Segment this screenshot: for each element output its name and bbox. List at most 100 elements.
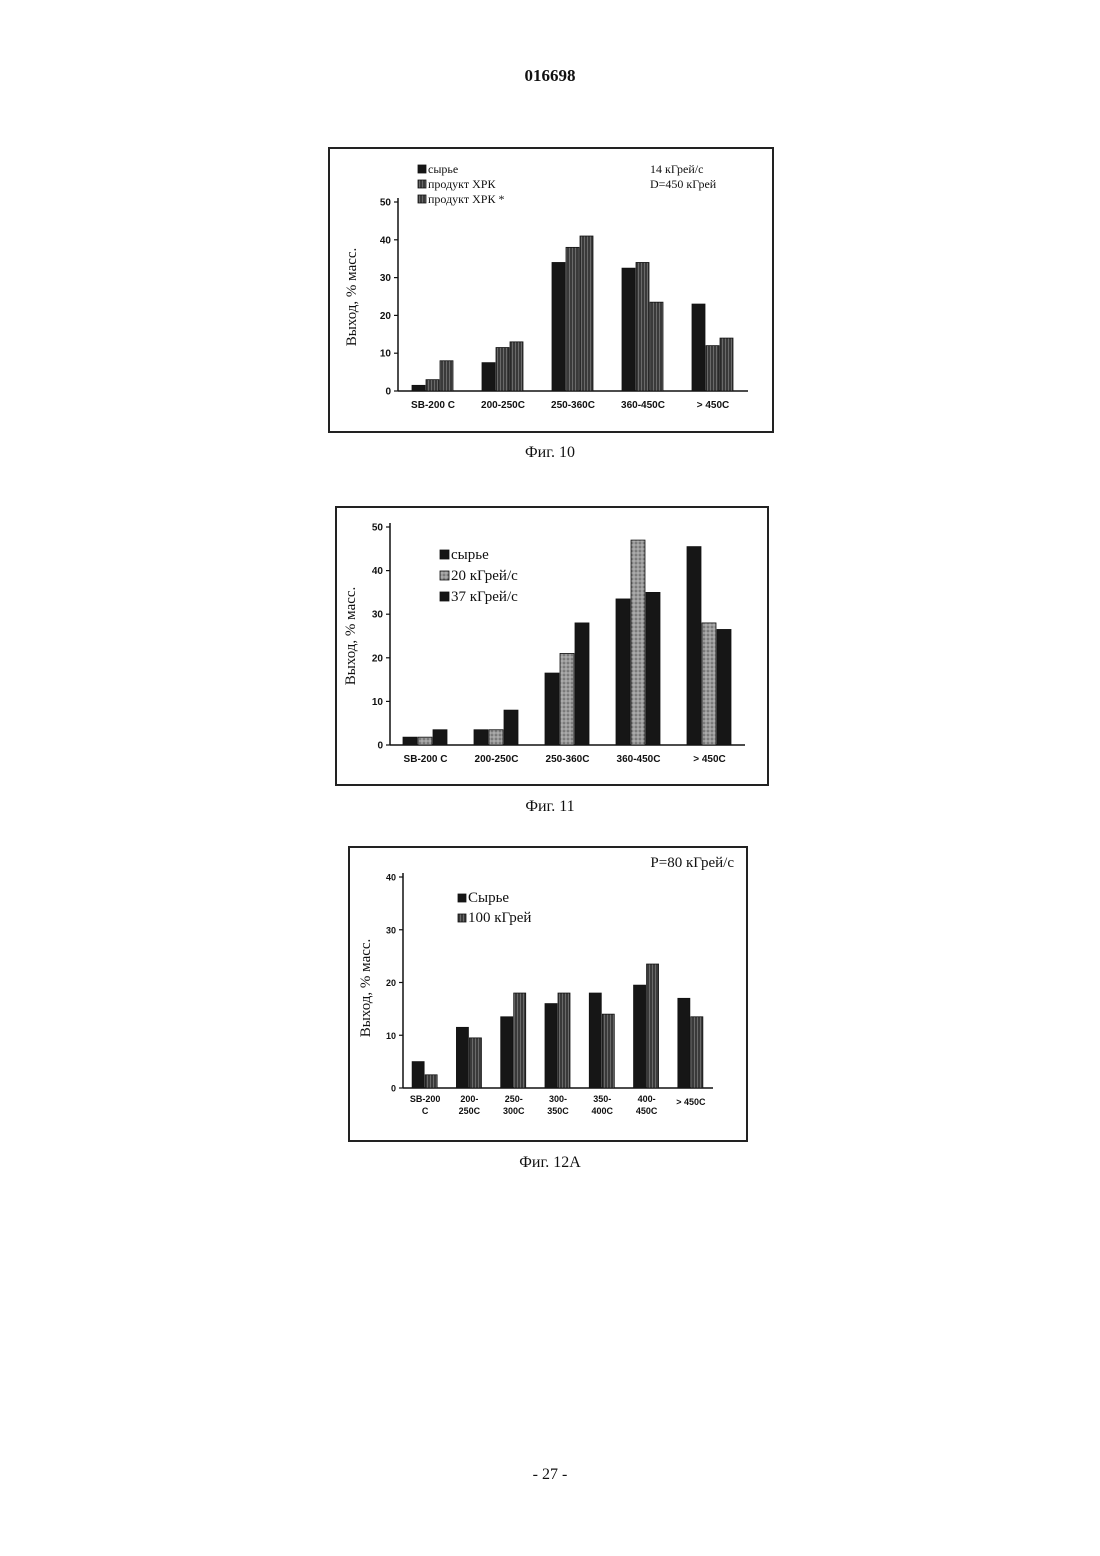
bar-fig10-s1-c0 [426, 380, 439, 391]
bar-fig10-s0-c4 [692, 304, 705, 391]
bar-fig12a-s0-c6 [678, 998, 690, 1088]
bar-fig11-s1-c3 [631, 540, 645, 745]
caption-fig12a: Фиг. 12A [0, 1154, 1100, 1172]
bar-fig11-s1-c0 [418, 737, 432, 745]
legend-label: продукт ХРК [428, 177, 496, 191]
document-number: 016698 [0, 66, 1100, 86]
bar-fig11-s1-c1 [489, 730, 503, 745]
y-tick-label: 40 [372, 566, 384, 577]
bar-fig11-s2-c4 [717, 629, 731, 745]
x-tick-label: > 450C [697, 400, 730, 411]
bar-fig10-s0-c1 [482, 363, 495, 391]
page-number: - 27 - [0, 1466, 1100, 1484]
legend-swatch [440, 592, 449, 601]
y-tick-label: 10 [386, 1031, 396, 1041]
chart-fig11: 01020304050Выход, % масс.SB-200 C200-250… [335, 506, 769, 786]
bar-fig10-s1-c2 [566, 247, 579, 391]
legend-label: 100 кГрей [468, 910, 531, 926]
legend-swatch [458, 894, 466, 902]
x-tick-label: > 450C [676, 1097, 706, 1107]
bar-fig11-s1-c4 [702, 623, 716, 745]
x-tick-label: 200-250C [481, 400, 525, 411]
bar-fig11-s0-c3 [616, 599, 630, 745]
chart-fig12a: 010203040Выход, % масс.SB-200C200-250C25… [348, 846, 748, 1142]
x-tick-label: SB-200 C [411, 400, 455, 411]
y-tick-label: 30 [386, 925, 396, 935]
y-tick-label: 20 [386, 978, 396, 988]
bar-fig12a-s0-c3 [545, 1004, 557, 1088]
caption-fig10: Фиг. 10 [0, 444, 1100, 462]
bar-fig10-s2-c2 [580, 236, 593, 391]
y-tick-label: 0 [385, 387, 391, 398]
y-tick-label: 20 [372, 653, 384, 664]
figure-12a: 010203040Выход, % масс.SB-200C200-250C25… [348, 846, 748, 1142]
chart-annotation: D=450 кГрей [650, 177, 717, 191]
bar-fig10-s2-c0 [440, 361, 453, 391]
y-tick-label: 50 [380, 198, 392, 209]
y-tick-label: 40 [386, 873, 396, 883]
bar-fig10-s0-c3 [622, 268, 635, 391]
bar-fig11-s2-c2 [575, 623, 589, 745]
bar-fig10-s2-c4 [720, 338, 733, 391]
x-tick-label: > 450C [693, 754, 726, 765]
y-tick-label: 10 [380, 349, 392, 360]
y-tick-label: 20 [380, 311, 392, 322]
legend-swatch [458, 914, 466, 922]
bar-fig10-s2-c1 [510, 342, 523, 391]
bar-fig11-s2-c1 [504, 710, 518, 745]
legend-label: сырье [428, 162, 458, 176]
legend-label: сырье [451, 547, 489, 563]
x-tick-label: 360-450C [621, 400, 665, 411]
legend-swatch [440, 571, 449, 580]
legend-label: 37 кГрей/с [451, 589, 518, 605]
y-axis-label: Выход, % масс. [358, 939, 374, 1038]
bar-fig11-s0-c2 [545, 673, 559, 745]
y-tick-label: 30 [380, 273, 392, 284]
x-tick-label: SB-200 C [404, 754, 448, 765]
y-axis-label: Выход, % масс. [344, 248, 360, 347]
bar-fig12a-s1-c3 [558, 993, 570, 1088]
caption-fig11: Фиг. 11 [0, 798, 1100, 816]
chart-annotation: P=80 кГрей/с [650, 855, 734, 871]
figure-11: 01020304050Выход, % масс.SB-200 C200-250… [335, 506, 769, 786]
legend-swatch [418, 180, 426, 188]
bar-fig12a-s1-c4 [602, 1014, 614, 1088]
bar-fig10-s0-c2 [552, 262, 565, 391]
x-tick-label: 250-360C [546, 754, 590, 765]
bar-fig11-s0-c0 [403, 737, 417, 745]
chart-annotation: 14 кГрей/с [650, 162, 703, 176]
bar-fig12a-s1-c5 [647, 964, 659, 1088]
x-tick-label: 360-450C [617, 754, 661, 765]
bar-fig11-s2-c0 [433, 730, 447, 745]
legend-label: 20 кГрей/с [451, 568, 518, 584]
bar-fig12a-s0-c0 [412, 1062, 424, 1088]
bar-fig12a-s0-c4 [589, 993, 601, 1088]
legend-swatch [440, 550, 449, 559]
legend-swatch [418, 165, 426, 173]
y-tick-label: 40 [380, 235, 392, 246]
bar-fig10-s1-c4 [706, 346, 719, 391]
chart-fig10: 0 10 20 30 40 50 Выход, % масс. SB-200 C 200-250… [328, 147, 774, 433]
bar-fig12a-s0-c5 [634, 985, 646, 1088]
bar-fig12a-s1-c6 [691, 1017, 703, 1088]
legend-label: продукт ХРК * [428, 192, 504, 206]
bar-fig11-s0-c4 [687, 547, 701, 745]
bar-fig10-s1-c3 [636, 262, 649, 391]
bar-fig10-s0-c0 [412, 385, 425, 391]
y-tick-label: 30 [372, 610, 384, 621]
bar-fig11-s1-c2 [560, 653, 574, 745]
bar-fig10-s1-c1 [496, 348, 509, 391]
bar-fig11-s0-c1 [474, 730, 488, 745]
y-tick-label: 10 [372, 697, 384, 708]
bar-fig12a-s1-c0 [425, 1075, 437, 1088]
y-tick-label: 50 [372, 523, 384, 534]
y-axis-label: Выход, % масс. [343, 587, 359, 686]
bar-fig12a-s1-c2 [514, 993, 526, 1088]
bar-fig11-s2-c3 [646, 592, 660, 745]
legend-label: Сырье [468, 890, 509, 906]
bar-fig12a-s0-c1 [456, 1027, 468, 1088]
x-tick-label: 250-360C [551, 400, 595, 411]
figure-10: 0 10 20 30 40 50 Выход, % масс. SB-200 C 200-250… [328, 147, 774, 433]
x-tick-label: 200-250C [475, 754, 519, 765]
bar-fig10-s2-c3 [650, 302, 663, 391]
